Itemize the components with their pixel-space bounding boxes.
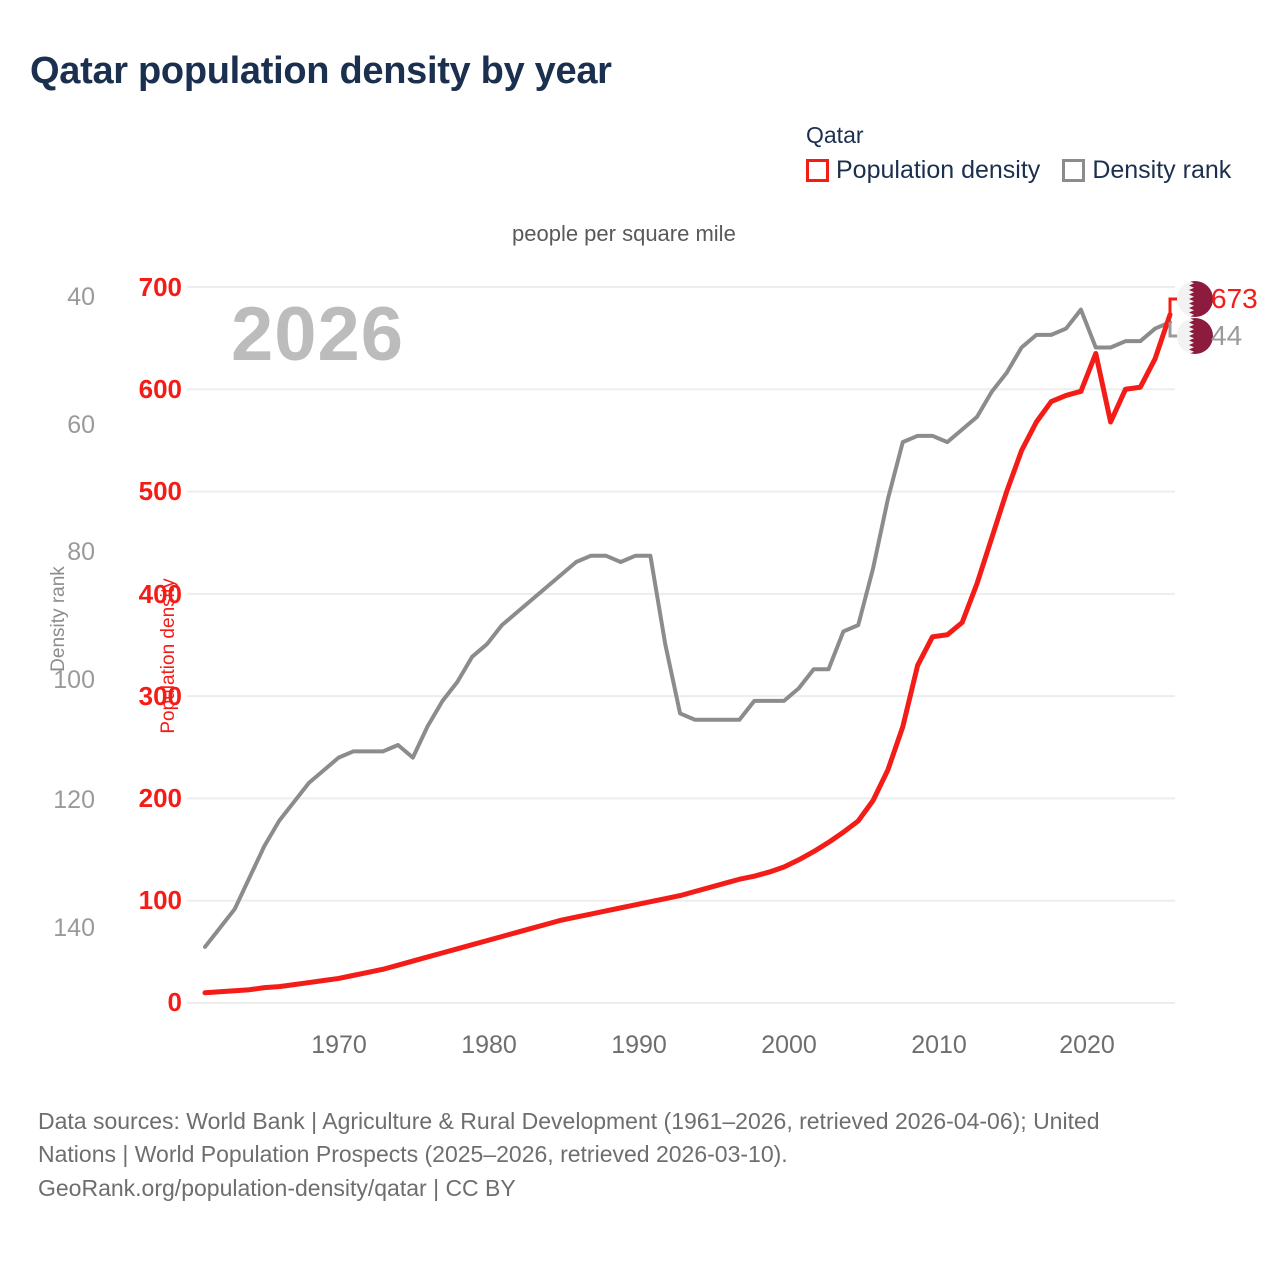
y-tick-rank-80: 80 — [67, 538, 95, 566]
x-tick-2000: 2000 — [761, 1031, 817, 1059]
page-title: Qatar population density by year — [30, 50, 612, 92]
series-line-population-density — [202, 312, 1173, 996]
y-tick-density-400: 400 — [138, 579, 182, 609]
gridlines — [187, 286, 1175, 1004]
flag-icon-qatar-rank — [1177, 318, 1213, 354]
footer-line-1: Data sources: World Bank | Agriculture &… — [38, 1108, 1100, 1134]
y-tick-rank-140: 140 — [53, 914, 95, 942]
y-tick-rank-40: 40 — [67, 283, 95, 311]
legend-item-density-rank[interactable]: Density rank — [1062, 156, 1231, 185]
chart-subtitle: people per square mile — [512, 221, 736, 246]
y-tick-density-200: 200 — [138, 783, 182, 813]
x-tick-2020: 2020 — [1059, 1031, 1115, 1059]
x-tick-2010: 2010 — [911, 1031, 967, 1059]
legend-item-population-density[interactable]: Population density — [806, 156, 1040, 185]
legend-swatch-icon-density-rank — [1062, 158, 1086, 182]
x-tick-1970: 1970 — [311, 1031, 367, 1059]
x-tick-1990: 1990 — [611, 1031, 667, 1059]
series-line-density-rank — [203, 307, 1172, 949]
legend-label-population-density: Population density — [836, 155, 1041, 184]
y-tick-density-0: 0 — [167, 987, 182, 1017]
y-tick-density-300: 300 — [138, 681, 182, 711]
legend-title: Qatar — [806, 122, 864, 148]
y-tick-density-600: 600 — [138, 374, 182, 404]
y-tick-rank-120: 120 — [53, 786, 95, 814]
y-tick-rank-100: 100 — [53, 666, 95, 694]
y-tick-density-100: 100 — [138, 885, 182, 915]
year-watermark: 2026 — [231, 292, 405, 377]
legend: Qatar Population density Density rank — [806, 122, 1256, 185]
x-tick-1980: 1980 — [461, 1031, 517, 1059]
y-tick-density-500: 500 — [138, 476, 182, 506]
footer: Data sources: World Bank | Agriculture &… — [38, 1105, 1253, 1205]
legend-items: Population density Density rank — [806, 156, 1256, 185]
end-label-density: 673 — [1211, 283, 1258, 314]
footer-line-2: Nations | World Population Prospects (20… — [38, 1141, 788, 1168]
footer-line-3: GeoRank.org/population-density/qatar | C… — [38, 1174, 516, 1201]
flag-icon-qatar-density — [1177, 281, 1213, 317]
legend-swatch-icon-population-density — [806, 158, 829, 182]
y-tick-density-700: 700 — [138, 272, 182, 302]
legend-label-density-rank: Density rank — [1092, 155, 1232, 184]
y-tick-rank-60: 60 — [67, 411, 95, 439]
end-label-rank: 44 — [1211, 320, 1243, 351]
